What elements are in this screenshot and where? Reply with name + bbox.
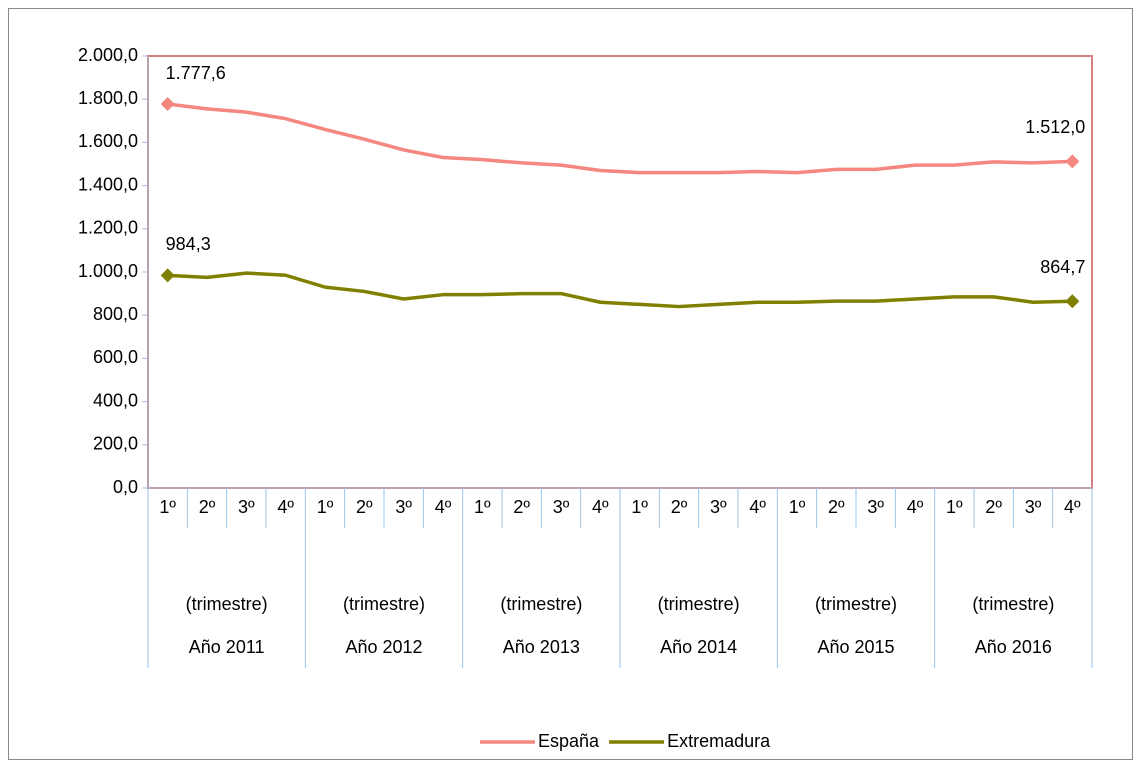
data-marker	[160, 97, 175, 112]
group-year-label: Año 2014	[660, 637, 737, 657]
data-marker	[1065, 294, 1080, 309]
x-tick-label: 1º	[789, 497, 806, 517]
x-tick-label: 3º	[710, 497, 727, 517]
y-tick-label: 0,0	[113, 477, 138, 497]
x-tick-label: 4º	[435, 497, 452, 517]
x-tick-label: 2º	[356, 497, 373, 517]
series-line	[167, 102, 1073, 175]
group-period-label: (trimestre)	[658, 594, 740, 614]
x-tick-label: 4º	[1064, 497, 1081, 517]
x-tick-label: 4º	[592, 497, 609, 517]
data-label: 984,3	[166, 234, 211, 254]
group-period-label: (trimestre)	[343, 594, 425, 614]
x-tick-label: 3º	[553, 497, 570, 517]
group-period-label: (trimestre)	[186, 594, 268, 614]
data-label: 864,7	[1040, 257, 1085, 277]
group-year-label: Año 2011	[189, 637, 265, 657]
x-tick-label: 2º	[671, 497, 688, 517]
x-tick-label: 1º	[474, 497, 491, 517]
x-tick-label: 3º	[1025, 497, 1042, 517]
y-tick-label: 1.200,0	[78, 218, 138, 238]
y-tick-label: 200,0	[93, 434, 138, 454]
y-tick-label: 1.800,0	[78, 88, 138, 108]
x-tick-label: 4º	[907, 497, 924, 517]
data-marker	[160, 268, 175, 283]
x-tick-label: 3º	[238, 497, 255, 517]
x-tick-label: 1º	[631, 497, 648, 517]
x-tick-label: 4º	[749, 497, 766, 517]
group-period-label: (trimestre)	[972, 594, 1054, 614]
y-tick-label: 1.400,0	[78, 174, 138, 194]
x-tick-label: 1º	[159, 497, 176, 517]
group-period-label: (trimestre)	[500, 594, 582, 614]
data-label: 1.777,6	[166, 63, 226, 83]
group-year-label: Año 2012	[345, 637, 422, 657]
y-tick-label: 1.600,0	[78, 131, 138, 151]
x-tick-label: 2º	[199, 497, 216, 517]
group-year-label: Año 2016	[975, 637, 1052, 657]
chart-frame	[8, 8, 1133, 760]
group-year-label: Año 2013	[503, 637, 580, 657]
series-line	[167, 271, 1073, 309]
x-tick-label: 4º	[277, 497, 294, 517]
y-tick-label: 800,0	[93, 304, 138, 324]
legend-label: Extremadura	[667, 731, 771, 751]
x-tick-label: 2º	[828, 497, 845, 517]
x-tick-label: 3º	[395, 497, 412, 517]
x-tick-label: 3º	[867, 497, 884, 517]
y-tick-label: 2.000,0	[78, 45, 138, 65]
data-marker	[1065, 154, 1080, 169]
x-tick-label: 1º	[317, 497, 334, 517]
x-tick-label: 2º	[985, 497, 1002, 517]
y-tick-label: 400,0	[93, 390, 138, 410]
group-year-label: Año 2015	[817, 637, 894, 657]
legend-label: España	[538, 731, 600, 751]
y-tick-label: 1.000,0	[78, 261, 138, 281]
x-tick-label: 2º	[513, 497, 530, 517]
data-label: 1.512,0	[1025, 117, 1085, 137]
group-period-label: (trimestre)	[815, 594, 897, 614]
x-tick-label: 1º	[946, 497, 963, 517]
y-tick-label: 600,0	[93, 347, 138, 367]
